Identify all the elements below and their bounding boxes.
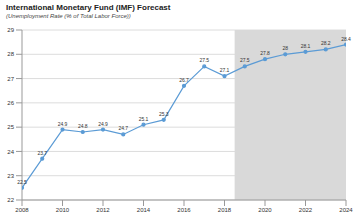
svg-text:24.9: 24.9 <box>58 121 68 127</box>
svg-text:27.5: 27.5 <box>240 57 250 63</box>
svg-text:27.5: 27.5 <box>199 57 209 63</box>
svg-text:24: 24 <box>8 149 15 155</box>
html-text:(Unemployment Rate (% of Total: (Unemployment Rate (% of Total Labor For… <box>6 13 131 19</box>
svg-text:24.9: 24.9 <box>98 121 108 127</box>
svg-text:28: 28 <box>8 51 15 57</box>
svg-text:22.5: 22.5 <box>17 179 27 185</box>
svg-text:27: 27 <box>8 76 15 82</box>
svg-text:26.7: 26.7 <box>179 77 189 83</box>
svg-text:2016: 2016 <box>177 207 191 213</box>
svg-text:2010: 2010 <box>56 207 70 213</box>
svg-text:23: 23 <box>8 173 15 179</box>
svg-text:27.8: 27.8 <box>260 50 270 56</box>
svg-text:29: 29 <box>8 27 15 33</box>
svg-text:2008: 2008 <box>15 207 29 213</box>
svg-text:28.2: 28.2 <box>321 40 331 46</box>
svg-text:28.4: 28.4 <box>341 36 351 42</box>
svg-text:2018: 2018 <box>218 207 232 213</box>
svg-text:2012: 2012 <box>96 207 110 213</box>
svg-text:25.1: 25.1 <box>139 116 149 122</box>
html-text:International Monetary Fund (I: International Monetary Fund (IMF) Foreca… <box>6 3 171 12</box>
svg-text:22: 22 <box>8 197 15 203</box>
svg-text:2014: 2014 <box>137 207 151 213</box>
svg-text:28.1: 28.1 <box>301 43 311 49</box>
svg-text:26: 26 <box>8 100 15 106</box>
svg-text:23.7: 23.7 <box>37 150 47 156</box>
svg-text:25.3: 25.3 <box>159 111 169 117</box>
svg-text:2024: 2024 <box>339 207 352 213</box>
svg-text:24.8: 24.8 <box>78 123 88 129</box>
svg-text:2022: 2022 <box>299 207 313 213</box>
svg-text:2020: 2020 <box>258 207 272 213</box>
svg-text:24.7: 24.7 <box>118 125 128 131</box>
svg-text:27.1: 27.1 <box>220 67 230 73</box>
svg-text:25: 25 <box>8 124 15 130</box>
svg-text:28: 28 <box>282 45 288 51</box>
